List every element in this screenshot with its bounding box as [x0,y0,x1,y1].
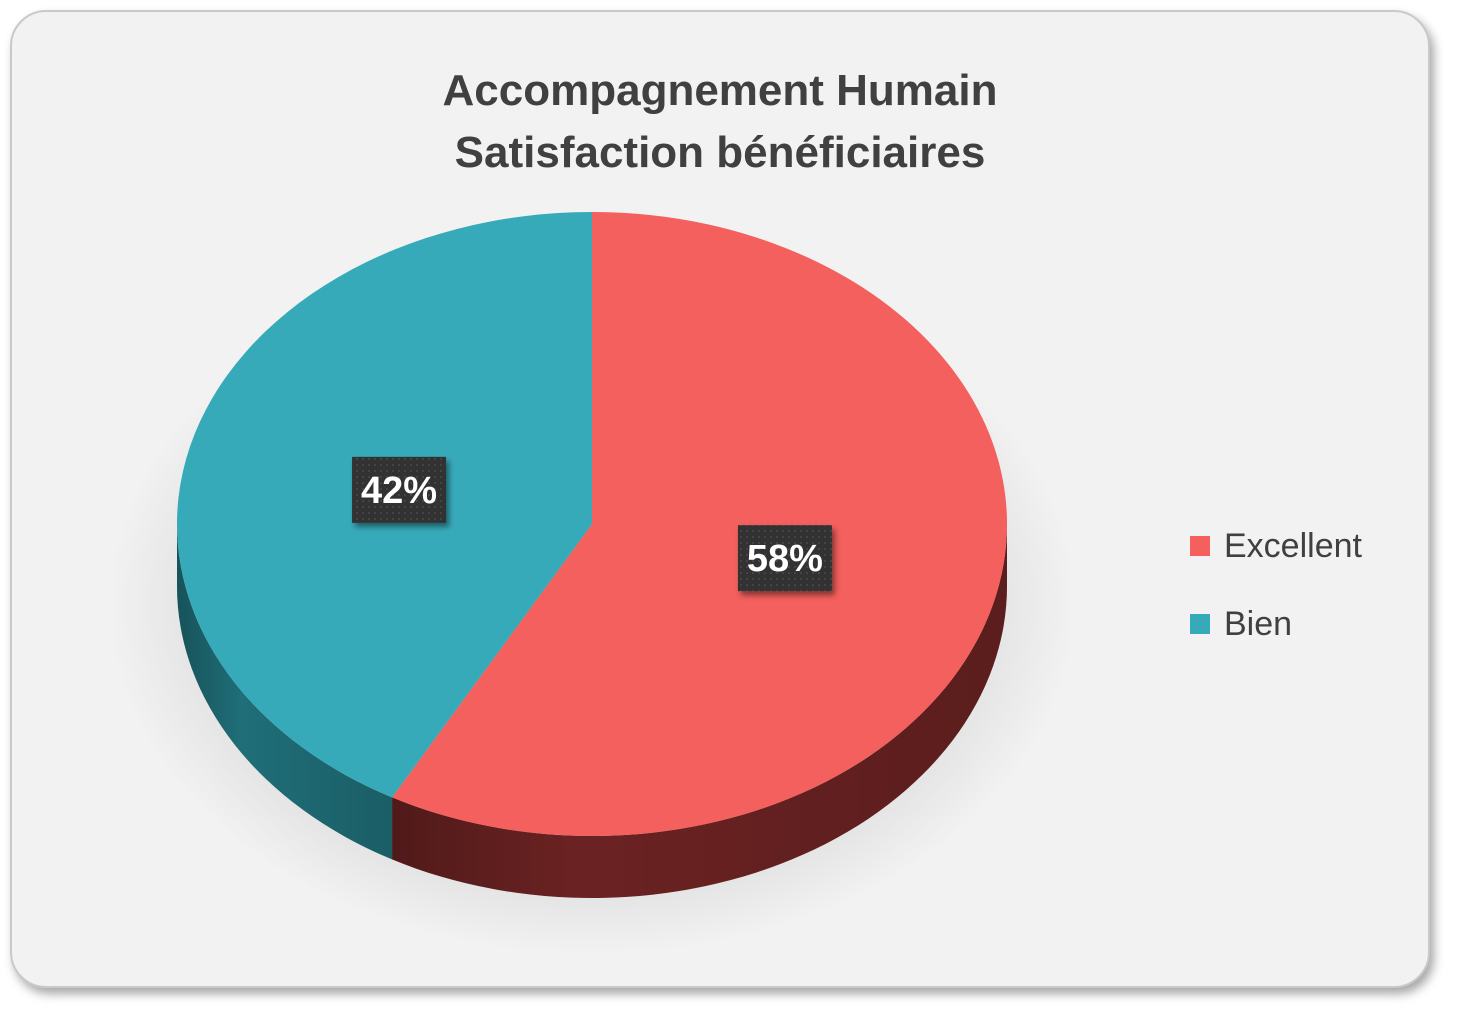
data-label-excellent: 58% [737,525,832,592]
legend-swatch-bien [1190,614,1210,634]
legend-item-excellent: Excellent [1190,526,1362,566]
chart-legend: Excellent Bien [1190,526,1362,682]
legend-swatch-excellent [1190,536,1210,556]
legend-item-bien: Bien [1190,604,1362,644]
chart-card: Accompagnement Humain Satisfaction bénéf… [10,10,1430,988]
pie-chart: 58% 42% [107,212,1077,956]
pie-side-shade-excellent [392,524,1007,898]
pie-slice-excellent [392,212,1007,836]
data-label-text-excellent: 58% [747,538,823,580]
pie-root: 58% 42% [107,212,1077,956]
chart-title: Accompagnement Humain Satisfaction bénéf… [12,60,1428,184]
chart-title-line-1: Accompagnement Humain [442,66,998,115]
data-label-box-bien [352,456,447,523]
data-label-bien: 42% [352,456,447,523]
data-label-box-excellent [737,525,832,592]
data-label-text-bien: 42% [361,470,437,512]
pie-side-shade-bien [177,524,393,860]
chart-title-line-2: Satisfaction bénéficiaires [454,128,986,177]
legend-label-excellent: Excellent [1224,526,1362,565]
legend-label-bien: Bien [1224,604,1293,643]
